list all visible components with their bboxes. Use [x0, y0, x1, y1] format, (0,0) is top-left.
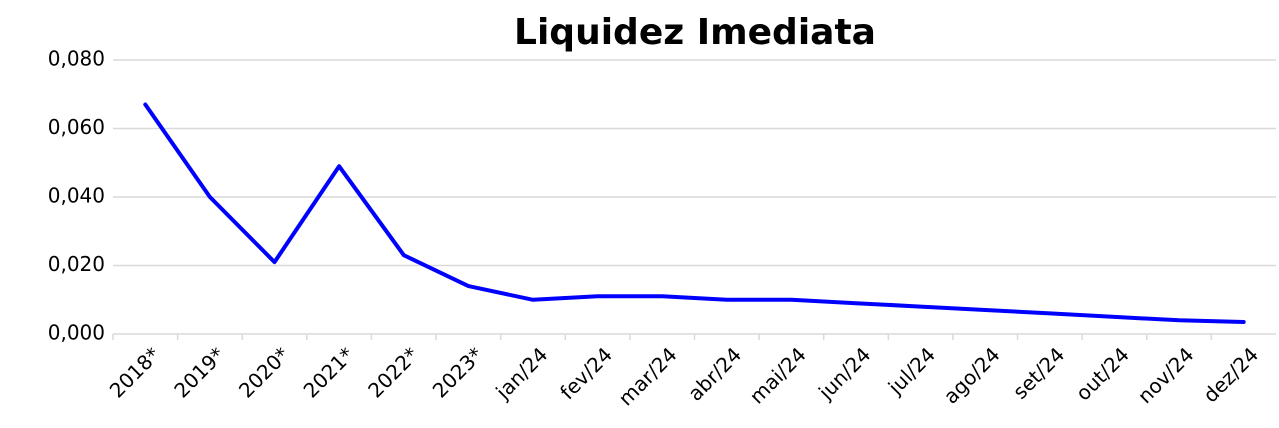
- y-tick-label: 0,040: [48, 184, 105, 208]
- y-tick-label: 0,000: [48, 321, 105, 345]
- x-tick-label: 2018*: [105, 342, 165, 402]
- x-tick-label: 2019*: [169, 342, 229, 402]
- x-tick-label: ago/24: [939, 342, 1005, 408]
- x-tick-label: out/24: [1071, 342, 1134, 405]
- x-tick-label: 2022*: [363, 342, 423, 402]
- y-tick-label: 0,020: [48, 252, 105, 276]
- x-tick-label: jun/24: [813, 342, 875, 404]
- x-tick-label: jan/24: [490, 342, 552, 404]
- line: [143, 102, 1246, 324]
- x-tick-label: abr/24: [683, 342, 746, 405]
- y-tick-label: 0,060: [48, 115, 105, 139]
- x-tick-label: set/24: [1008, 342, 1069, 403]
- x-tick-label: nov/24: [1133, 342, 1199, 408]
- x-tick-label: mai/24: [745, 342, 811, 408]
- x-tick-label: jul/24: [883, 342, 940, 399]
- x-tick-label: 2021*: [299, 342, 359, 402]
- chart-title: Liquidez Imediata: [514, 12, 876, 53]
- x-tick-label: dez/24: [1198, 342, 1263, 407]
- x-tick-label: mar/24: [614, 342, 682, 410]
- x-tick-label: 2020*: [234, 342, 294, 402]
- x-tick-label: 2023*: [428, 342, 488, 402]
- x-tick-label: fev/24: [555, 342, 617, 404]
- y-tick-label: 0,080: [48, 47, 105, 71]
